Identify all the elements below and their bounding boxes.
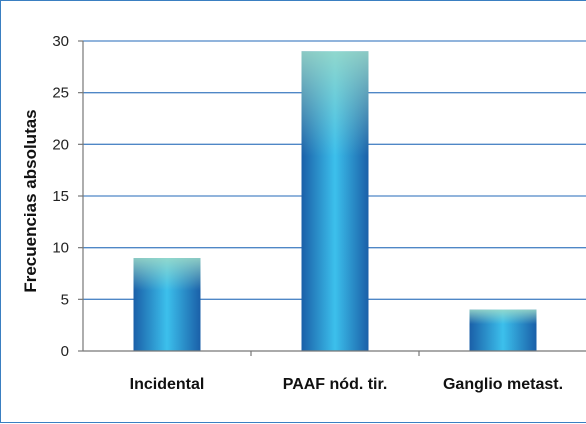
x-category-label: PAAF nód. tir. <box>283 376 388 393</box>
bar-highlight <box>301 51 369 351</box>
bar-highlight <box>133 258 201 351</box>
y-tick-label: 20 <box>52 136 69 153</box>
y-tick-label: 0 <box>61 343 69 360</box>
bar-highlight <box>469 309 537 351</box>
x-category-label: Ganglio metast. <box>443 376 563 393</box>
x-category-labels: Incidental PAAF nód. tir. Ganglio metast. <box>130 376 563 393</box>
y-tick-labels: 0 5 10 15 20 25 30 <box>52 33 69 360</box>
y-tick-label: 5 <box>61 291 69 308</box>
y-tick-label: 15 <box>52 188 69 205</box>
bars <box>133 51 537 351</box>
axes <box>78 40 586 356</box>
y-tick-label: 25 <box>52 85 69 102</box>
x-category-label: Incidental <box>130 376 205 393</box>
y-tick-label: 10 <box>52 240 69 257</box>
y-tick-label: 30 <box>52 33 69 50</box>
y-axis-label: Frecuencias absolutas <box>21 109 40 292</box>
